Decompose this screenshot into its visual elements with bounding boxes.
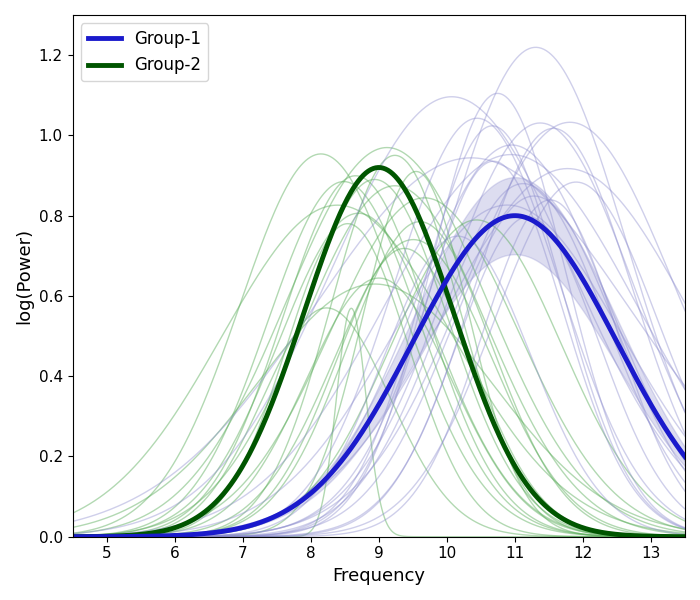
Y-axis label: log(Power): log(Power) — [15, 228, 33, 324]
Group-2 — [667, 533, 676, 540]
Group-1 — [681, 453, 690, 460]
Group-1 — [363, 421, 371, 428]
Legend: Group-1, Group-2: Group-1, Group-2 — [81, 23, 208, 81]
Group-1 — [359, 427, 368, 434]
Group-2 — [374, 164, 382, 171]
Group-1 — [400, 355, 408, 362]
Group-2 — [359, 172, 368, 179]
X-axis label: Frequency: Frequency — [332, 567, 426, 585]
Group-2 — [363, 169, 371, 176]
Group-1 — [433, 293, 441, 300]
Line: Group-1: Group-1 — [73, 215, 685, 536]
Group-2 — [681, 533, 690, 540]
Group-1 — [510, 212, 519, 219]
Group-1 — [69, 533, 77, 540]
Group-2 — [401, 186, 410, 193]
Group-2 — [69, 533, 77, 540]
Group-2 — [572, 521, 580, 529]
Group-2 — [434, 264, 442, 271]
Line: Group-2: Group-2 — [73, 167, 685, 536]
Group-1 — [667, 434, 676, 442]
Group-1 — [572, 265, 580, 272]
